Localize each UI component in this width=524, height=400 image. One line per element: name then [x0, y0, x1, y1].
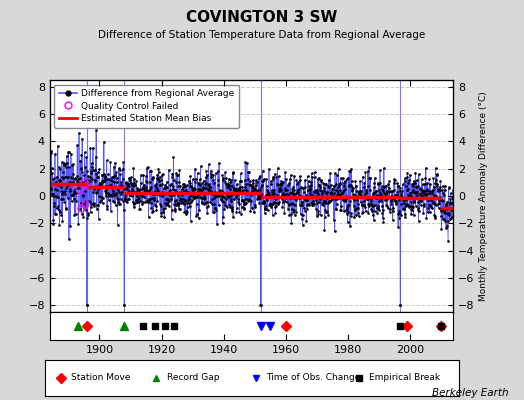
Legend: Difference from Regional Average, Quality Control Failed, Estimated Station Mean: Difference from Regional Average, Qualit…	[54, 84, 239, 128]
Text: Empirical Break: Empirical Break	[369, 374, 441, 382]
Text: Difference of Station Temperature Data from Regional Average: Difference of Station Temperature Data f…	[99, 30, 425, 40]
Text: COVINGTON 3 SW: COVINGTON 3 SW	[187, 10, 337, 25]
Text: Record Gap: Record Gap	[167, 374, 219, 382]
Text: Station Move: Station Move	[71, 374, 131, 382]
Text: Berkeley Earth: Berkeley Earth	[432, 388, 508, 398]
Text: Time of Obs. Change: Time of Obs. Change	[266, 374, 361, 382]
Y-axis label: Monthly Temperature Anomaly Difference (°C): Monthly Temperature Anomaly Difference (…	[479, 91, 488, 301]
